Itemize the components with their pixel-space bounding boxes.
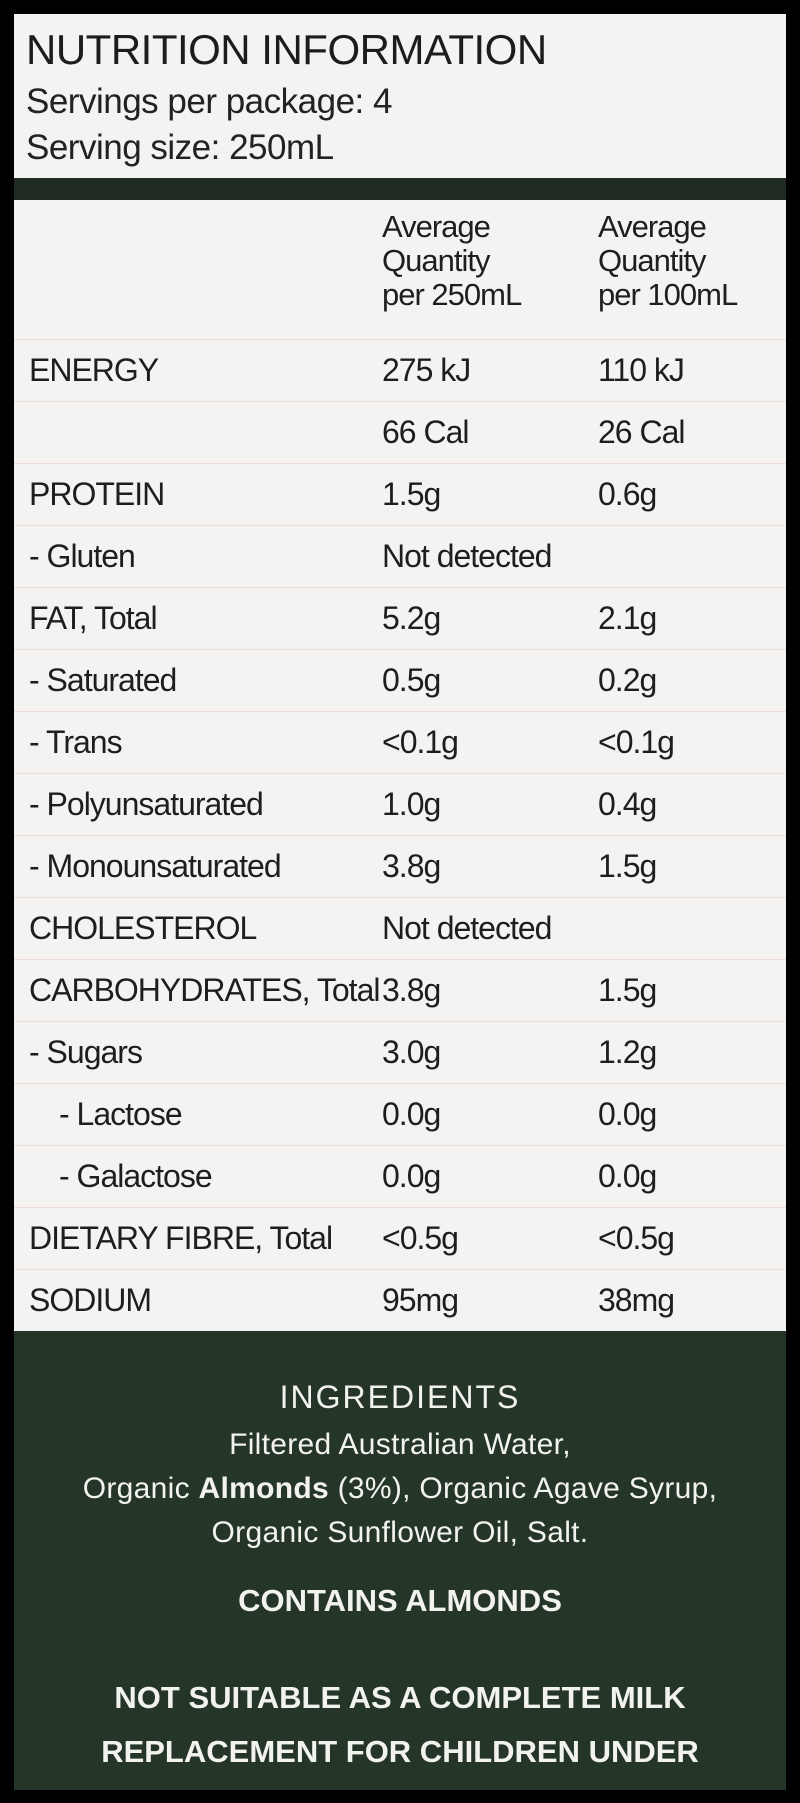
nutrient-label: - Sugars <box>29 1034 143 1070</box>
serving-size: Serving size: 250mL <box>26 128 334 167</box>
ingredients-line: Organic Sunflower Oil, Salt. <box>211 1516 589 1549</box>
nutrition-label: NUTRITION INFORMATION Servings per packa… <box>14 14 786 1790</box>
column-header-per-serving: Average Quantity per 250mL <box>382 209 522 312</box>
value-per-100ml: 38mg <box>598 1282 675 1318</box>
header-line: Average <box>382 209 491 244</box>
value-per-serving: 66 Cal <box>382 414 469 450</box>
nutrient-label: CARBOHYDRATES, Total <box>29 972 380 1008</box>
value-per-serving: 3.8g <box>382 972 441 1008</box>
header-line: Quantity <box>382 243 490 278</box>
value-per-serving: 1.0g <box>382 786 441 822</box>
table-row: 66 Cal 26 Cal <box>14 401 786 464</box>
nutrient-label: FAT, Total <box>29 600 158 636</box>
value-per-100ml: 26 Cal <box>598 414 685 450</box>
table-row: CARBOHYDRATES, Total 3.8g 1.5g <box>14 959 786 1022</box>
text: (3%), Organic Agave Syrup, <box>328 1472 718 1505</box>
value-per-serving: <0.1g <box>382 724 459 760</box>
value-per-serving: Not detected <box>382 910 552 946</box>
nutrient-label: - Polyunsaturated <box>29 786 264 822</box>
ingredients-list: Filtered Australian Water, Organic Almon… <box>14 1423 786 1555</box>
nutrient-label: - Galactose <box>59 1158 213 1194</box>
warning-line: REPLACEMENT FOR CHILDREN UNDER <box>101 1734 699 1769</box>
ingredients-panel: INGREDIENTS Filtered Australian Water, O… <box>14 1331 786 1790</box>
value-per-100ml: 110 kJ <box>598 352 685 388</box>
value-per-serving: 3.8g <box>382 848 441 884</box>
warning-statement: NOT SUITABLE AS A COMPLETE MILK REPLACEM… <box>14 1671 786 1790</box>
table-row: - Saturated 0.5g 0.2g <box>14 649 786 712</box>
header-line: Quantity <box>598 243 706 278</box>
nutrient-label: ENERGY <box>29 352 159 388</box>
table-row: DIETARY FIBRE, Total <0.5g <0.5g <box>14 1207 786 1270</box>
table-row: - Trans <0.1g <0.1g <box>14 711 786 774</box>
servings-per-package: Servings per package: 4 <box>26 82 392 121</box>
value-per-100ml: 0.0g <box>598 1158 657 1194</box>
table-row: ENERGY 275 kJ 110 kJ <box>14 339 786 402</box>
value-per-100ml: 1.5g <box>598 848 657 884</box>
value-per-serving: 3.0g <box>382 1034 441 1070</box>
table-row: PROTEIN 1.5g 0.6g <box>14 463 786 526</box>
nutrient-label: CHOLESTEROL <box>29 910 257 946</box>
nutrient-label: - Saturated <box>29 662 177 698</box>
divider-bar <box>14 178 786 200</box>
header-line: per 100mL <box>598 277 738 312</box>
value-per-serving: 0.0g <box>382 1096 441 1132</box>
ingredients-heading: INGREDIENTS <box>279 1379 521 1415</box>
nutrient-label: - Monounsaturated <box>29 848 282 884</box>
text: Organic <box>82 1472 199 1505</box>
value-per-100ml: <0.5g <box>598 1220 675 1256</box>
value-per-100ml: 0.4g <box>598 786 657 822</box>
nutrient-label: DIETARY FIBRE, Total <box>29 1220 333 1256</box>
value-per-serving: <0.5g <box>382 1220 459 1256</box>
table-row: - Galactose 0.0g 0.0g <box>14 1145 786 1208</box>
label-title: NUTRITION INFORMATION <box>26 26 547 73</box>
header-line: per 250mL <box>382 277 522 312</box>
nutrient-label: - Gluten <box>29 538 136 574</box>
value-per-serving: 275 kJ <box>382 352 471 388</box>
ingredients-line: Organic Almonds (3%), Organic Agave Syru… <box>14 1467 786 1511</box>
table-row: FAT, Total 5.2g 2.1g <box>14 587 786 650</box>
ingredients-line: Filtered Australian Water, <box>229 1428 571 1461</box>
nutrient-label: - Trans <box>29 724 123 760</box>
table-row: SODIUM 95mg 38mg <box>14 1269 786 1332</box>
value-per-100ml: 2.1g <box>598 600 657 636</box>
warning-line: THE AGE OF 5 YEARS. <box>14 1779 786 1790</box>
value-per-100ml: <0.1g <box>598 724 675 760</box>
nutrient-label: - Lactose <box>59 1096 183 1132</box>
value-per-serving: 95mg <box>382 1282 459 1318</box>
nutrient-label: SODIUM <box>29 1282 152 1318</box>
table-row: - Polyunsaturated 1.0g 0.4g <box>14 773 786 836</box>
value-per-serving: 0.0g <box>382 1158 441 1194</box>
table-row: CHOLESTEROL Not detected <box>14 897 786 960</box>
value-per-100ml: 1.2g <box>598 1034 657 1070</box>
allergen-word: Almonds <box>198 1472 329 1505</box>
value-per-100ml: 1.5g <box>598 972 657 1008</box>
warning-line: NOT SUITABLE AS A COMPLETE MILK <box>114 1680 686 1715</box>
allergen-statement: CONTAINS ALMONDS <box>238 1583 562 1618</box>
header-line: Average <box>598 209 707 244</box>
value-per-serving: 0.5g <box>382 662 441 698</box>
table-row: - Monounsaturated 3.8g 1.5g <box>14 835 786 898</box>
value-per-serving: 1.5g <box>382 476 441 512</box>
table-row: - Sugars 3.0g 1.2g <box>14 1021 786 1084</box>
value-per-100ml: 0.6g <box>598 476 657 512</box>
value-per-100ml: 0.0g <box>598 1096 657 1132</box>
value-per-serving: 5.2g <box>382 600 441 636</box>
nutrient-label: PROTEIN <box>29 476 165 512</box>
column-header-per-100ml: Average Quantity per 100mL <box>598 209 738 312</box>
value-per-100ml: 0.2g <box>598 662 657 698</box>
value-per-serving: Not detected <box>382 538 552 574</box>
table-row: - Gluten Not detected <box>14 525 786 588</box>
table-row: - Lactose 0.0g 0.0g <box>14 1083 786 1146</box>
